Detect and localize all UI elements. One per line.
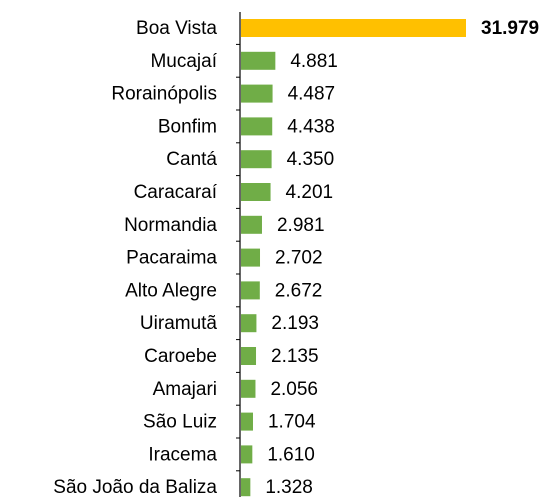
bar <box>241 84 273 103</box>
bar <box>241 412 253 431</box>
bar <box>241 117 273 136</box>
category-label: São Luiz <box>143 412 217 433</box>
value-label: 4.201 <box>286 182 334 203</box>
category-label: São João da Baliza <box>53 477 217 497</box>
value-label: 4.438 <box>287 116 335 137</box>
category-label: Boa Vista <box>136 18 217 39</box>
value-label: 2.672 <box>275 280 323 301</box>
category-label: Mucajaí <box>150 51 217 72</box>
value-label: 2.981 <box>277 215 325 236</box>
bar <box>241 314 257 333</box>
category-label: Iracema <box>148 444 217 465</box>
category-label: Caracaraí <box>134 182 218 203</box>
bar <box>241 248 261 267</box>
bar <box>241 183 271 201</box>
value-label: 4.350 <box>287 149 335 170</box>
value-label: 1.328 <box>265 477 313 497</box>
value-label: 4.881 <box>290 51 338 72</box>
value-label: 2.135 <box>271 346 319 367</box>
value-label: 1.610 <box>267 444 315 465</box>
category-label: Normandia <box>124 215 217 236</box>
value-label: 2.193 <box>271 313 319 334</box>
category-label: Amajari <box>153 379 217 400</box>
category-label: Rorainópolis <box>111 84 217 105</box>
category-label: Pacaraima <box>126 248 217 269</box>
value-label: 4.487 <box>288 84 336 105</box>
category-label: Uiramutã <box>140 313 218 334</box>
bar <box>241 445 253 464</box>
category-label: Bonfim <box>158 116 217 137</box>
bar <box>241 19 466 37</box>
value-label: 1.704 <box>268 412 316 433</box>
value-label: 2.702 <box>275 248 323 269</box>
value-label: 2.056 <box>270 379 318 400</box>
bar <box>241 150 272 169</box>
bar <box>241 51 276 70</box>
category-label: Cantá <box>166 149 217 170</box>
category-label: Alto Alegre <box>125 280 217 301</box>
bar <box>241 478 251 497</box>
bar <box>241 379 256 398</box>
bar <box>241 347 257 365</box>
value-label: 31.979 <box>481 18 539 39</box>
bar <box>241 281 260 300</box>
bar <box>241 215 262 234</box>
category-label: Caroebe <box>144 346 217 367</box>
